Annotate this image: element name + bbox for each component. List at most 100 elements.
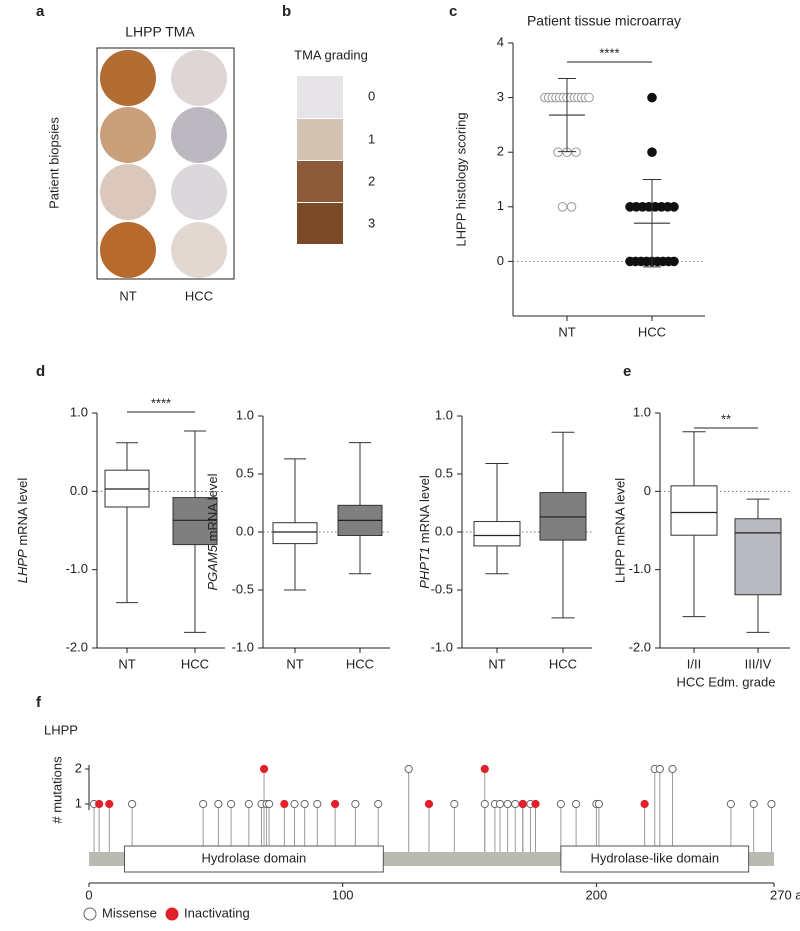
domain-label: Hydrolase-like domain	[590, 850, 719, 865]
mutation	[594, 799, 604, 809]
panel-letter: f	[36, 694, 42, 711]
panel-letter: d	[36, 363, 45, 380]
box	[473, 521, 521, 547]
y-tick-label: -2.0	[66, 639, 88, 654]
y-tick-label: -1.0	[431, 639, 453, 654]
x-tick-label: 0	[85, 887, 92, 902]
grade-label: 3	[368, 215, 375, 230]
y-axis-label: # mutations	[49, 756, 64, 824]
box	[670, 485, 718, 536]
data-point	[566, 202, 577, 212]
mutation	[280, 799, 289, 809]
y-tick-label: 2	[497, 144, 504, 159]
box	[272, 522, 318, 545]
mutation	[726, 799, 735, 809]
data-point	[557, 202, 568, 212]
y-tick-label: 0.0	[435, 523, 453, 538]
mutation	[503, 799, 512, 809]
tma-title: LHPP TMA	[125, 24, 195, 40]
mutation	[404, 764, 413, 774]
x-tick-label: HCC	[346, 656, 374, 671]
data-point	[647, 147, 657, 157]
grade-label: 0	[368, 88, 375, 103]
mutation	[374, 799, 383, 809]
mutation	[95, 799, 104, 809]
y-tick-label: 0.5	[435, 465, 453, 480]
tma-cores	[100, 50, 227, 278]
mutation	[290, 799, 299, 809]
mutation	[655, 764, 664, 774]
mutation	[480, 799, 489, 809]
mutation	[351, 799, 360, 809]
y-label-text: mRNA level	[417, 475, 432, 543]
y-tick-label: -2.0	[629, 639, 651, 654]
y-label-gene: PHPT1	[417, 547, 432, 589]
y-axis-label: PGAM5 mRNA level	[205, 473, 220, 590]
y-tick-label: -0.5	[232, 581, 254, 596]
domain	[560, 845, 750, 873]
grading-swatches	[297, 76, 343, 244]
box	[172, 497, 218, 546]
panel-letter: c	[449, 3, 457, 20]
y-tick-label: 3	[497, 89, 504, 104]
y-label-text: mRNA level	[15, 478, 30, 546]
y-tick-label: -1.0	[629, 561, 651, 576]
x-tick-label: HCC	[638, 324, 666, 339]
legend-label: Inactivating	[184, 905, 250, 920]
y-tick-label: 1.0	[633, 404, 651, 419]
mutation	[518, 799, 527, 809]
mutation	[330, 799, 340, 809]
grade-label: 2	[368, 173, 375, 188]
mutation	[495, 799, 505, 809]
x-tick-label: III/IV	[745, 656, 772, 671]
y-tick-label: 0.5	[236, 465, 254, 480]
x-tick-label: 100	[332, 887, 354, 902]
y-tick-label: 1.0	[236, 407, 254, 422]
box	[734, 518, 782, 596]
y-tick-label: -1.0	[232, 639, 254, 654]
grade-label: 1	[368, 131, 375, 146]
y-tick-label: -1.0	[66, 561, 88, 576]
x-tick-label: 270 aa	[770, 887, 800, 902]
y-tick-label: 2	[75, 760, 82, 775]
y-tick-label: 0.0	[70, 483, 88, 498]
mutation	[214, 799, 223, 809]
data-point	[584, 92, 594, 103]
legend-label: Missense	[102, 905, 157, 920]
x-tick-label: NT	[558, 324, 575, 339]
y-axis-label: LHPP mRNA level	[15, 478, 30, 584]
y-tick-label: -0.5	[431, 581, 453, 596]
panel-letter: a	[36, 3, 45, 20]
y-tick-label: 0	[644, 483, 651, 498]
panel-letter: b	[282, 3, 291, 20]
x-axis-label: HCC Edm. grade	[677, 674, 776, 689]
y-tick-label: 1.0	[70, 404, 88, 419]
y-label-gene: LHPP	[15, 549, 30, 583]
x-tick-label: 200	[586, 887, 608, 902]
tma-column: HCC	[185, 288, 213, 303]
mutation	[640, 799, 649, 809]
x-tick-label: I/II	[687, 656, 701, 671]
y-tick-label: 1.0	[435, 407, 453, 422]
mutation	[244, 799, 253, 809]
significance-label: ****	[599, 45, 619, 60]
legend-marker	[83, 907, 97, 921]
mutation	[480, 764, 489, 774]
mutation	[767, 799, 776, 809]
mutation	[749, 799, 758, 809]
panel-letter: e	[623, 363, 631, 380]
mutation	[556, 799, 565, 809]
x-tick-label: NT	[118, 656, 135, 671]
significance-label: **	[721, 411, 731, 426]
y-tick-label: 1	[497, 198, 504, 213]
data-point	[647, 92, 657, 103]
x-tick-label: HCC	[549, 656, 577, 671]
y-label-text: mRNA level	[205, 473, 220, 541]
y-tick-label: 4	[497, 34, 504, 49]
mutation	[668, 764, 677, 774]
mutation	[226, 799, 236, 809]
y-tick-label: 1	[75, 795, 82, 810]
y-tick-label: 0	[497, 253, 504, 268]
mutation	[511, 799, 520, 809]
